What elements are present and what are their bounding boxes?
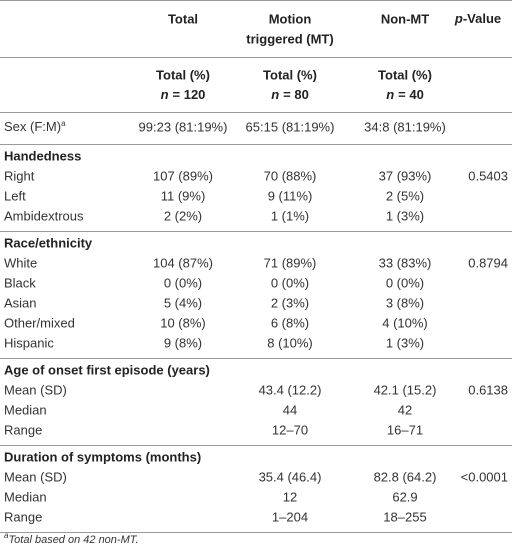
- row-label: Left: [4, 188, 26, 203]
- cell: 99:23 (81:19%): [139, 119, 228, 134]
- cell: 82.8 (64.2): [374, 469, 437, 484]
- cell: 16–71: [387, 422, 423, 437]
- cell: 107 (89%): [153, 168, 213, 183]
- p-cell: 0.8794: [468, 255, 508, 270]
- footnote-text: Total based on 42 non-MT.: [8, 534, 138, 546]
- cell: 62.9: [392, 489, 417, 504]
- cell: 33 (83%): [379, 255, 432, 270]
- cell: 12: [283, 489, 297, 504]
- cell: 44: [283, 402, 297, 417]
- row-label: Right: [4, 168, 35, 183]
- p-cell: <0.0001: [461, 469, 508, 484]
- row-label: Mean (SD): [4, 382, 67, 397]
- n-value: = 80: [283, 87, 309, 102]
- row-label: Asian: [4, 295, 37, 310]
- cell: 2 (5%): [386, 188, 424, 203]
- n-symbol: n: [386, 87, 394, 102]
- n-value: = 40: [398, 87, 424, 102]
- cell: 0 (0%): [386, 275, 424, 290]
- row-label: White: [4, 255, 37, 270]
- cell: 65:15 (81:19%): [246, 119, 335, 134]
- section-title: Age of onset first episode (years): [4, 362, 210, 377]
- column-header: Total: [168, 11, 198, 26]
- p-text: -Value: [463, 11, 501, 26]
- footnote-mark: a: [4, 531, 9, 540]
- cell: 5 (4%): [164, 295, 202, 310]
- p-cell: 0.5403: [468, 168, 508, 183]
- subheader-n: n = 120: [161, 87, 206, 102]
- subheader-n: n = 80: [271, 87, 309, 102]
- cell: 35.4 (46.4): [259, 469, 322, 484]
- n-symbol: n: [271, 87, 279, 102]
- cell: 18–255: [383, 509, 426, 524]
- cell: 104 (87%): [153, 255, 213, 270]
- row-label: Range: [4, 509, 42, 524]
- cell: 1 (1%): [271, 208, 309, 223]
- subheader-n: n = 40: [386, 87, 424, 102]
- cell: 37 (93%): [379, 168, 432, 183]
- section-title: Duration of symptoms (months): [4, 449, 201, 464]
- p-cell: 0.6138: [468, 382, 508, 397]
- column-header: Motion: [269, 11, 312, 26]
- column-header: Non-MT: [381, 11, 429, 26]
- p-value-header: p-Value: [454, 11, 501, 26]
- cell: 8 (10%): [267, 335, 313, 350]
- row-label: Mean (SD): [4, 469, 67, 484]
- cell: 10 (8%): [160, 315, 206, 330]
- row-label: Hispanic: [4, 335, 54, 350]
- cell: 70 (88%): [264, 168, 317, 183]
- footnote: aTotal based on 42 non-MT.: [4, 531, 139, 546]
- cell: 71 (89%): [264, 255, 317, 270]
- cell: 6 (8%): [271, 315, 309, 330]
- row-label: Range: [4, 422, 42, 437]
- cell: 0 (0%): [271, 275, 309, 290]
- n-value: = 120: [173, 87, 206, 102]
- row-label: Black: [4, 275, 36, 290]
- cell: 12–70: [272, 422, 308, 437]
- cell: 0 (0%): [164, 275, 202, 290]
- n-symbol: n: [161, 87, 169, 102]
- cell: 34:8 (81:19%): [364, 119, 446, 134]
- row-label: Sex (F:M)a: [4, 119, 66, 134]
- cell: 4 (10%): [382, 315, 428, 330]
- cell: 3 (8%): [386, 295, 424, 310]
- cell: 42: [398, 402, 412, 417]
- section-title: Race/ethnicity: [4, 235, 93, 250]
- cell: 9 (8%): [164, 335, 202, 350]
- row-label: Other/mixed: [4, 315, 75, 330]
- cell: 43.4 (12.2): [259, 382, 322, 397]
- cell: 9 (11%): [268, 188, 313, 203]
- subheader-label: Total (%): [263, 67, 317, 82]
- subheader-label: Total (%): [156, 67, 210, 82]
- cell: 2 (2%): [164, 208, 202, 223]
- cell: 2 (3%): [271, 295, 309, 310]
- row-label: Median: [4, 402, 47, 417]
- cell: 11 (9%): [161, 188, 206, 203]
- cell: 42.1 (15.2): [374, 382, 437, 397]
- note-mark: a: [61, 119, 66, 128]
- p-symbol: p: [454, 11, 463, 26]
- cell: 1 (3%): [386, 335, 424, 350]
- section-title: Handedness: [4, 148, 81, 163]
- cell: 1 (3%): [386, 208, 424, 223]
- label: Sex (F:M): [4, 119, 61, 134]
- row-label: Median: [4, 489, 47, 504]
- subheader-label: Total (%): [378, 67, 432, 82]
- column-header: triggered (MT): [246, 31, 333, 46]
- row-label: Ambidextrous: [4, 208, 84, 223]
- cell: 1–204: [272, 509, 308, 524]
